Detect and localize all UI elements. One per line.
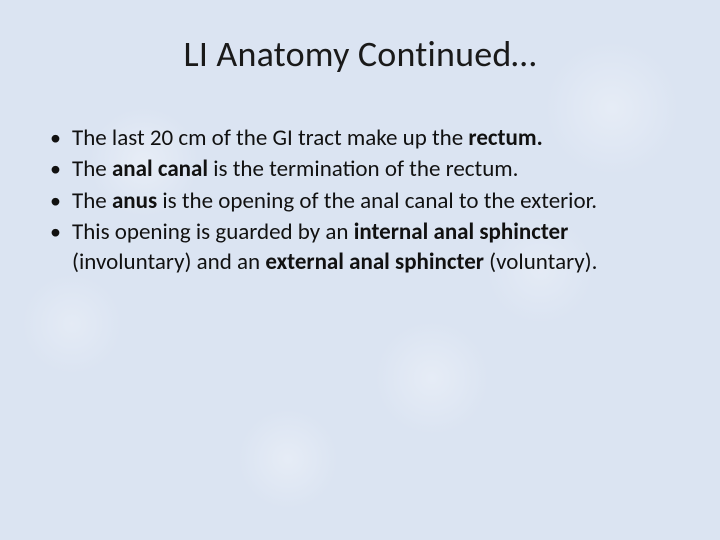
bullet-bold: anal canal [112,155,208,183]
slide-container: LI Anatomy Continued… The last 20 cm of … [0,0,720,540]
bullet-text: The [72,155,112,183]
bullet-bold: rectum. [468,124,542,152]
list-item: This opening is guarded by an internal a… [48,218,680,277]
bullet-text: The last 20 cm of the GI tract make up t… [72,124,468,152]
bullet-text: (involuntary) and an [72,248,265,276]
bullet-text: (voluntary). [484,248,597,276]
bullet-text: This opening is guarded by an [72,218,354,246]
bullet-bold: internal anal sphincter [354,218,569,246]
bullet-text: is the termination of the rectum. [208,155,518,183]
list-item: The anus is the opening of the anal cana… [48,187,680,216]
bullet-list: The last 20 cm of the GI tract make up t… [40,124,680,277]
bullet-text: The [72,187,112,215]
list-item: The last 20 cm of the GI tract make up t… [48,124,680,153]
bullet-text: is the opening of the anal canal to the … [157,187,597,215]
bullet-bold: external anal sphincter [265,248,484,276]
list-item: The anal canal is the termination of the… [48,155,680,184]
slide-title: LI Anatomy Continued… [40,32,680,76]
bullet-bold: anus [112,187,157,215]
